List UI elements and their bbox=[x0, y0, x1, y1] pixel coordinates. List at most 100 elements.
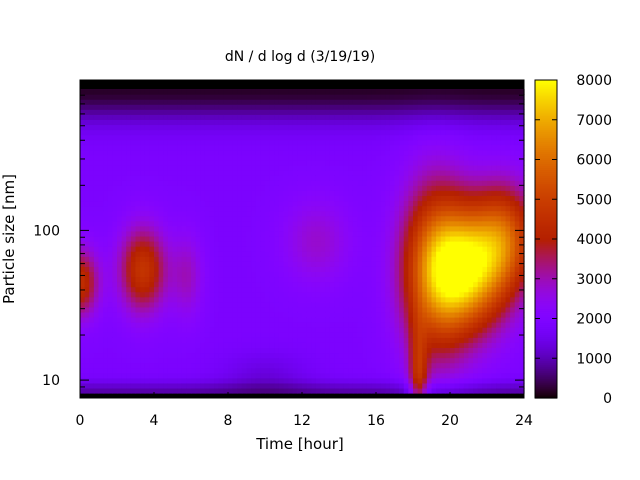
heatmap-cell bbox=[389, 144, 396, 151]
heatmap-cell bbox=[436, 220, 442, 227]
heatmap-cell bbox=[204, 286, 211, 293]
heatmap-cell bbox=[80, 235, 86, 242]
heatmap-cell bbox=[325, 210, 331, 217]
heatmap-cell bbox=[320, 337, 326, 343]
heatmap-cell bbox=[246, 387, 252, 394]
heatmap-cell bbox=[144, 246, 150, 252]
heatmap-cell bbox=[200, 175, 206, 181]
heatmap-cell bbox=[413, 175, 419, 181]
heatmap-cell bbox=[288, 195, 294, 202]
heatmap-cell bbox=[283, 104, 289, 110]
heatmap-cell bbox=[209, 185, 215, 191]
heatmap-cell bbox=[315, 266, 322, 272]
heatmap-cell bbox=[241, 261, 248, 267]
heatmap-cell bbox=[154, 377, 160, 384]
heatmap-cell bbox=[283, 210, 289, 217]
heatmap-cell bbox=[394, 271, 400, 278]
heatmap-cell bbox=[103, 332, 109, 338]
heatmap-cell bbox=[186, 230, 192, 237]
heatmap-cell bbox=[362, 220, 368, 227]
heatmap-cell bbox=[376, 175, 382, 181]
heatmap-cell bbox=[251, 185, 257, 191]
heatmap-cell bbox=[348, 301, 354, 308]
heatmap-cell bbox=[117, 144, 123, 151]
heatmap-cell bbox=[246, 175, 252, 181]
heatmap-cell bbox=[107, 215, 113, 222]
heatmap-cell bbox=[163, 165, 169, 171]
heatmap-cell bbox=[181, 225, 187, 232]
heatmap-cell bbox=[117, 266, 123, 272]
heatmap-cell bbox=[283, 190, 289, 196]
heatmap-cell bbox=[265, 362, 271, 369]
heatmap-cell bbox=[454, 99, 460, 105]
heatmap-cell bbox=[394, 291, 400, 298]
heatmap-cell bbox=[306, 154, 312, 161]
heatmap-cell bbox=[209, 210, 215, 217]
heatmap-cell bbox=[195, 382, 201, 389]
heatmap-cell bbox=[329, 180, 335, 186]
heatmap-cell bbox=[297, 241, 303, 247]
heatmap-cell bbox=[191, 387, 197, 394]
heatmap-cell bbox=[200, 205, 206, 212]
heatmap-cell bbox=[84, 322, 90, 328]
heatmap-cell bbox=[376, 347, 382, 354]
heatmap-cell bbox=[89, 241, 95, 247]
heatmap-cell bbox=[89, 291, 95, 298]
heatmap-cell bbox=[177, 210, 183, 217]
heatmap-cell bbox=[436, 159, 442, 166]
heatmap-cell bbox=[297, 185, 303, 191]
heatmap-cell bbox=[103, 139, 109, 146]
heatmap-cell bbox=[431, 311, 437, 318]
heatmap-cell bbox=[204, 266, 211, 272]
heatmap-cell bbox=[135, 296, 141, 303]
heatmap-cell bbox=[218, 104, 224, 110]
heatmap-cell bbox=[195, 246, 201, 252]
heatmap-cell bbox=[459, 235, 465, 242]
heatmap-cell bbox=[181, 139, 187, 146]
heatmap-cell bbox=[325, 261, 331, 267]
heatmap-cell bbox=[237, 180, 243, 186]
heatmap-cell bbox=[186, 342, 192, 348]
heatmap-cell bbox=[297, 190, 303, 196]
heatmap-cell bbox=[237, 104, 243, 110]
heatmap-cell bbox=[445, 241, 451, 247]
heatmap-cell bbox=[93, 195, 100, 202]
heatmap-cell bbox=[362, 241, 368, 247]
heatmap-cell bbox=[302, 220, 308, 227]
heatmap-cell bbox=[278, 342, 285, 348]
heatmap-cell bbox=[436, 266, 442, 272]
heatmap-cell bbox=[112, 149, 118, 156]
heatmap-cell bbox=[450, 246, 456, 252]
heatmap-cell bbox=[237, 94, 243, 100]
heatmap-cell bbox=[163, 134, 169, 141]
heatmap-cell bbox=[186, 134, 192, 141]
heatmap-cell bbox=[311, 357, 317, 364]
heatmap-cell bbox=[302, 276, 308, 283]
heatmap-cell bbox=[265, 175, 271, 181]
heatmap-cell bbox=[246, 99, 252, 105]
heatmap-cell bbox=[177, 301, 183, 308]
heatmap-cell bbox=[385, 286, 391, 293]
heatmap-cell bbox=[413, 109, 419, 115]
heatmap-cell bbox=[80, 367, 86, 374]
heatmap-cell bbox=[348, 342, 354, 348]
heatmap-cell bbox=[218, 241, 224, 247]
heatmap-cell bbox=[163, 144, 169, 151]
heatmap-cell bbox=[348, 387, 354, 394]
heatmap-cell bbox=[380, 94, 386, 100]
heatmap-cell bbox=[385, 144, 391, 151]
heatmap-cell bbox=[177, 246, 183, 252]
heatmap-cell bbox=[389, 99, 396, 105]
heatmap-cell bbox=[283, 387, 289, 394]
heatmap-cell bbox=[121, 165, 127, 171]
heatmap-cell bbox=[130, 154, 137, 161]
heatmap-cell bbox=[167, 382, 174, 389]
heatmap-cell bbox=[149, 134, 155, 141]
heatmap-cell bbox=[135, 266, 141, 272]
heatmap-cell bbox=[255, 332, 261, 338]
heatmap-cell bbox=[343, 357, 349, 364]
heatmap-cell bbox=[260, 94, 266, 100]
heatmap-cell bbox=[140, 154, 146, 161]
heatmap-cell bbox=[232, 362, 238, 369]
heatmap-cell bbox=[357, 317, 363, 323]
